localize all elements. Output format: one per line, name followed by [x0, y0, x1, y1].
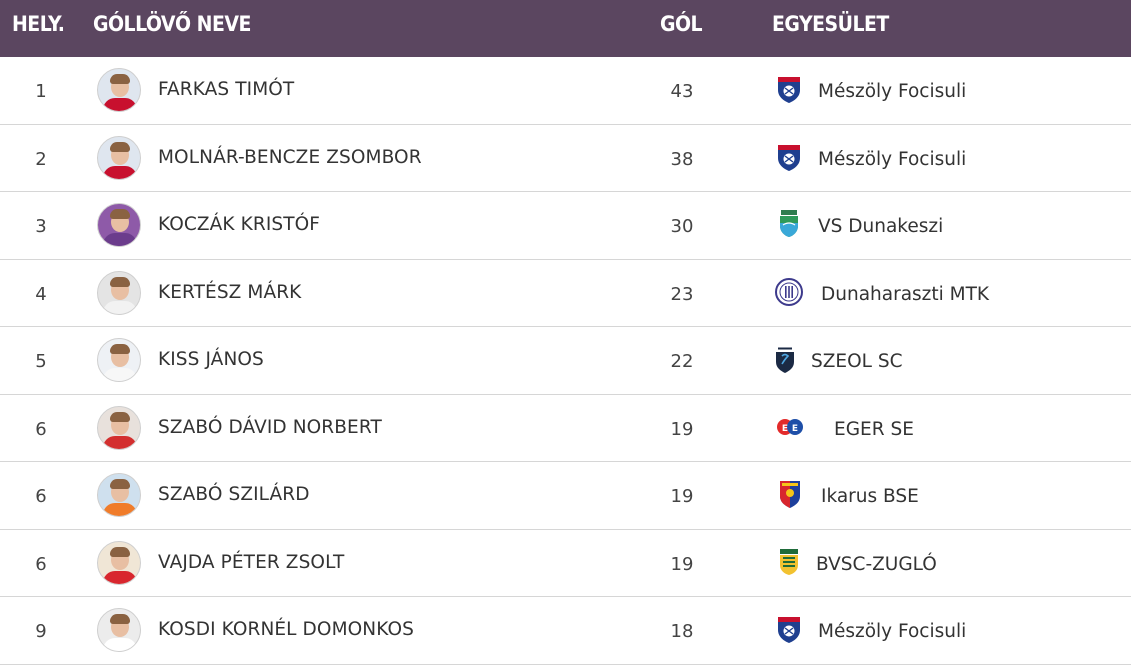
bvsc-zuglo-logo-icon [775, 547, 803, 577]
club-name[interactable]: SZEOL SC [811, 351, 903, 372]
rank-value: 5 [35, 351, 47, 372]
table-row[interactable]: 5 KISS JÁNOS 22 SZEOL SC [0, 327, 1131, 395]
table-row[interactable]: 6 VAJDA PÉTER ZSOLT 19 BVSC-ZUGLÓ [0, 530, 1131, 597]
dunaharaszti-mtk-logo-icon [775, 277, 803, 307]
player-avatar[interactable] [97, 203, 141, 247]
avatar-shirt [103, 435, 137, 449]
goals-value: 22 [670, 351, 694, 372]
avatar-shirt [103, 233, 137, 246]
club-name[interactable]: VS Dunakeszi [818, 216, 944, 237]
club-name[interactable]: EGER SE [834, 418, 914, 440]
avatar-shirt [103, 98, 137, 111]
rank-value: 3 [35, 216, 47, 237]
rank-value: 9 [35, 621, 47, 642]
table-row[interactable]: 9 KOSDI KORNÉL DOMONKOS 18 Mészöly Focisuli [0, 597, 1131, 665]
rank-value: 6 [35, 418, 47, 440]
svg-text:E: E [782, 424, 788, 434]
avatar-shirt [103, 638, 137, 651]
table-row[interactable]: 6 SZABÓ DÁVID NORBERT 19 E E EGER SE [0, 395, 1131, 462]
player-avatar[interactable] [97, 270, 141, 315]
player-name[interactable]: KISS JÁNOS [158, 349, 264, 370]
club-name[interactable]: Mészöly Focisuli [818, 148, 967, 170]
rank-value: 1 [35, 81, 47, 102]
player-name[interactable]: KOSDI KORNÉL DOMONKOS [158, 619, 414, 640]
avatar-hair [110, 411, 130, 422]
table-header: HELY. GÓLLÖVŐ NEVE GÓL EGYESÜLET [0, 0, 1131, 57]
table-row[interactable]: 3 KOCZÁK KRISTÓF 30 VS Dunakeszi [0, 192, 1131, 260]
player-name[interactable]: MOLNÁR-BENCZE ZSOMBOR [158, 146, 422, 168]
goals-value: 18 [670, 621, 694, 642]
player-avatar[interactable] [97, 540, 141, 585]
player-name[interactable]: VAJDA PÉTER ZSOLT [158, 551, 345, 573]
szeol-sc-logo-icon [771, 344, 799, 374]
avatar-shirt [103, 165, 137, 179]
avatar-hair [110, 546, 130, 557]
club-name[interactable]: BVSC-ZUGLÓ [816, 553, 937, 575]
table-row[interactable]: 4 KERTÉSZ MÁRK 23 Dunaharaszti MTK [0, 260, 1131, 327]
avatar-shirt [103, 570, 137, 584]
table-body: 1 FARKAS TIMÓT 43 Mészöly Focisuli 2 MOLNÁR-B… [0, 57, 1131, 665]
club-name[interactable]: Mészöly Focisuli [818, 81, 967, 102]
goals-value: 30 [670, 216, 694, 237]
svg-text:E: E [792, 424, 798, 434]
goals-value: 23 [670, 283, 694, 305]
club-name[interactable]: Mészöly Focisuli [818, 621, 967, 642]
rank-value: 2 [35, 148, 47, 170]
column-header-goals[interactable]: GÓL [660, 12, 703, 36]
avatar-hair [110, 614, 130, 624]
column-header-name[interactable]: GÓLLÖVŐ NEVE [93, 12, 251, 36]
meszoly-focisuli-logo-icon [775, 74, 803, 104]
table-row[interactable]: 6 SZABÓ SZILÁRD 19 Ikarus BSE [0, 462, 1131, 530]
avatar-hair [110, 74, 130, 84]
rank-value: 6 [35, 553, 47, 575]
club-name[interactable]: Ikarus BSE [821, 486, 919, 507]
goals-value: 38 [670, 148, 694, 170]
goals-value: 19 [670, 553, 694, 575]
goals-value: 43 [670, 81, 694, 102]
table-row[interactable]: 1 FARKAS TIMÓT 43 Mészöly Focisuli [0, 57, 1131, 125]
avatar-hair [110, 479, 130, 489]
player-name[interactable]: KERTÉSZ MÁRK [158, 281, 302, 303]
meszoly-focisuli-logo-icon [775, 614, 803, 644]
column-header-rank[interactable]: HELY. [12, 12, 65, 36]
goals-value: 19 [670, 486, 694, 507]
rank-value: 4 [35, 283, 47, 305]
player-name[interactable]: SZABÓ SZILÁRD [158, 484, 310, 505]
avatar-hair [110, 209, 130, 219]
player-avatar[interactable] [97, 608, 141, 652]
rank-value: 6 [35, 486, 47, 507]
goals-value: 19 [670, 418, 694, 440]
avatar-hair [110, 276, 130, 287]
player-name[interactable]: FARKAS TIMÓT [158, 79, 295, 100]
avatar-shirt [103, 503, 137, 516]
avatar-shirt [103, 300, 137, 314]
avatar-hair [110, 344, 130, 354]
player-avatar[interactable] [97, 405, 141, 450]
player-name[interactable]: SZABÓ DÁVID NORBERT [158, 416, 382, 438]
player-avatar[interactable] [97, 473, 141, 517]
vs-dunakeszi-logo-icon [775, 209, 803, 239]
club-name[interactable]: Dunaharaszti MTK [821, 283, 990, 305]
avatar-hair [110, 141, 130, 152]
player-avatar[interactable] [97, 135, 141, 180]
avatar-shirt [103, 368, 137, 381]
meszoly-focisuli-logo-icon [775, 142, 803, 172]
column-header-club[interactable]: EGYESÜLET [772, 12, 889, 36]
player-avatar[interactable] [97, 68, 141, 112]
table-row[interactable]: 2 MOLNÁR-BENCZE ZSOMBOR 38 Mészöly Focisuli [0, 125, 1131, 192]
player-name[interactable]: KOCZÁK KRISTÓF [158, 214, 321, 235]
ikarus-bse-logo-icon [776, 479, 804, 509]
player-avatar[interactable] [97, 338, 141, 382]
